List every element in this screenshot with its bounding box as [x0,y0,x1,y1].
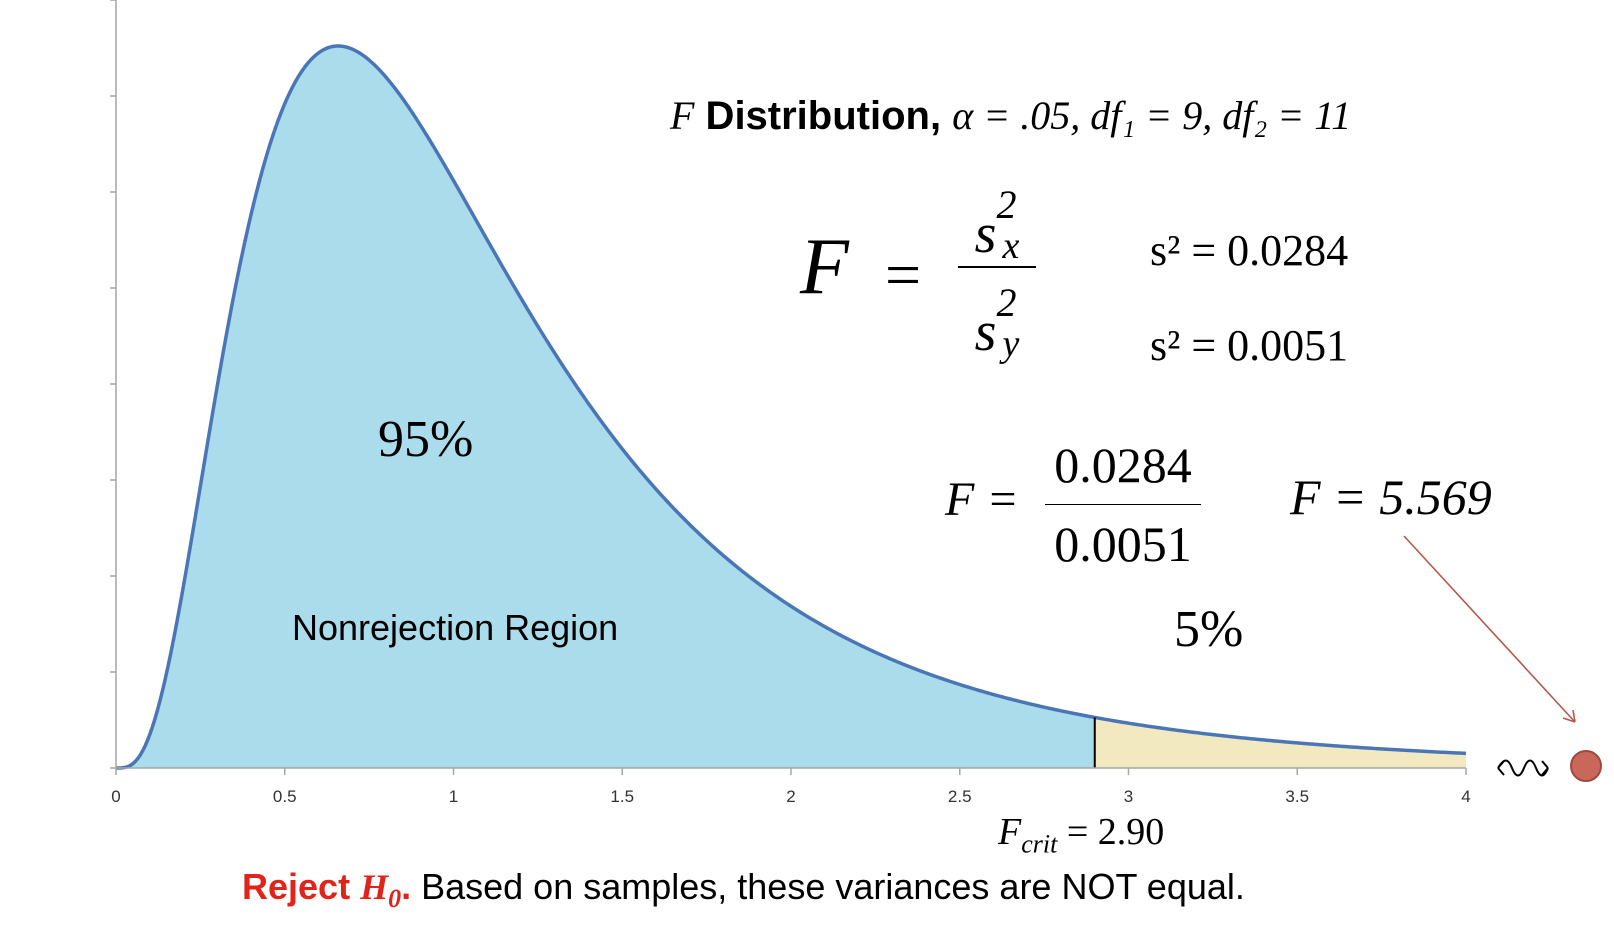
axis-break-icon [1497,759,1549,777]
x-tick-label: 1 [449,787,458,806]
reject-label: Reject H0. [242,866,412,914]
x-tick-label: 0.5 [273,787,297,806]
formula-fraction-bar [958,266,1036,268]
density-curve [115,44,1467,770]
formula-numerator: s2x [974,182,1020,267]
x-tick-label: 4 [1461,787,1470,806]
computation-numerator: 0.0284 [1054,437,1192,493]
nonrejection-region-label: Nonrejection Region [292,607,619,648]
arrow-head [1562,709,1576,723]
computation-fraction: 0.0284 0.0051 [1045,440,1201,569]
computation-denominator: 0.0051 [1054,516,1192,572]
formula-fraction: s2x s2y [958,180,1036,365]
f-critical-label: Fcrit = 2.90 [998,811,1165,859]
x-tick-label: 3.5 [1285,787,1309,806]
x-tick-label: 2 [786,787,795,806]
formula-f: F [800,223,849,311]
nonrejection-region-area [116,45,1095,769]
test-statistic-marker [1570,750,1602,782]
variance-y: s² = 0.0051 [1150,321,1349,370]
x-tick-label: 3 [1124,787,1133,806]
x-tick-label: 0 [111,787,120,806]
chart-title: F Distribution, α = .05, df₁ = 9, df₂ = … [670,93,1352,138]
nonrejection-percent: 95% [378,411,474,468]
x-tick-label: 2.5 [948,787,972,806]
rejection-percent: 5% [1174,601,1244,658]
conclusion: Reject H0. Based on samples, these varia… [242,866,1245,914]
formula-denominator: s2y [974,280,1020,365]
computation-fraction-bar [1045,504,1201,505]
formula-equals: = [885,239,922,310]
computation-f: F = [945,473,1019,526]
x-tick-label: 1.5 [610,787,634,806]
test-statistic: F = 5.569 [1290,469,1492,525]
plot-area: 0 0.5 1 1.5 2 2.5 3 3.5 4 [110,0,1602,806]
test-statistic-arrow [1403,535,1576,723]
variance-x: s² = 0.0284 [1150,226,1349,275]
